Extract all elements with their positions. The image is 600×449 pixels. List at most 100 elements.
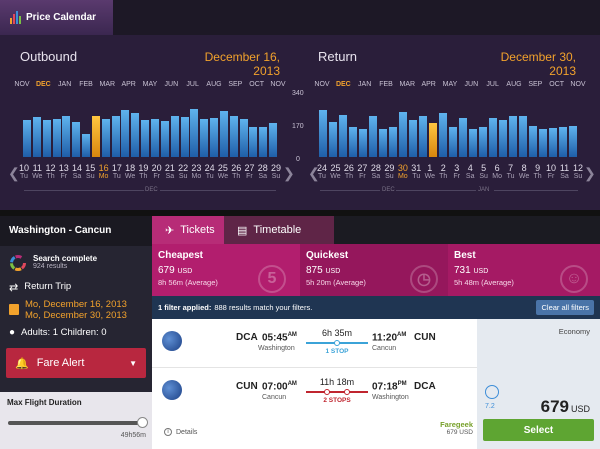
price-bar[interactable] (269, 122, 278, 157)
day-cell[interactable]: 24 Tu (203, 163, 217, 180)
day-cell[interactable]: 12 Th (44, 163, 58, 180)
month-label[interactable]: JUN (464, 81, 479, 88)
month-label[interactable]: NOV (14, 81, 30, 88)
price-bar[interactable] (429, 122, 437, 157)
day-cell[interactable]: 1 We (423, 163, 437, 180)
price-bar[interactable] (529, 126, 537, 157)
quickest-box[interactable]: Quickest 875 USD 5h 20m (Average) ◷ (300, 244, 448, 296)
month-label[interactable]: JUL (186, 81, 199, 88)
price-bar[interactable] (160, 120, 169, 157)
month-label[interactable]: OCT (249, 81, 265, 88)
day-cell[interactable]: 10 Tu (17, 163, 31, 180)
day-cell[interactable]: 5 Su (477, 163, 491, 180)
month-label[interactable]: JAN (58, 81, 72, 88)
day-cell[interactable]: 16 Mo (97, 163, 111, 180)
day-cell[interactable]: 4 Sa (463, 163, 477, 180)
day-cell[interactable]: 8 We (517, 163, 531, 180)
day-cell[interactable]: 3 Fr (450, 163, 464, 180)
select-button[interactable]: Select (483, 419, 594, 441)
return-next-arrow-icon[interactable]: ❯ (584, 165, 596, 181)
return-leg[interactable]: CUN 07:00AM Cancun 11h 18m 2 STOPS 07:18… (152, 367, 477, 415)
price-bar[interactable] (379, 128, 387, 157)
price-bar[interactable] (449, 127, 457, 157)
price-bar[interactable] (469, 128, 477, 157)
trip-dates-row[interactable]: Mo, December 16, 2013 Mo, December 30, 2… (0, 299, 152, 321)
price-bar[interactable] (219, 111, 228, 157)
price-bar[interactable] (369, 116, 377, 157)
day-cell[interactable]: 6 Mo (490, 163, 504, 180)
month-label[interactable]: SEP (228, 81, 243, 88)
month-label[interactable]: DEC (35, 81, 51, 88)
price-bar[interactable] (239, 119, 248, 157)
month-label[interactable]: MAR (99, 81, 116, 88)
price-bar[interactable] (349, 127, 357, 157)
price-bar[interactable] (101, 119, 110, 157)
month-label[interactable]: JUN (164, 81, 179, 88)
month-label[interactable]: FEB (379, 81, 393, 88)
outbound-prev-arrow-icon[interactable]: ❮ (8, 165, 20, 181)
tab-timetable[interactable]: ▤ Timetable (224, 216, 334, 244)
price-bar[interactable] (91, 115, 100, 157)
price-bar[interactable] (141, 119, 150, 157)
day-cell[interactable]: 25 We (216, 163, 230, 180)
day-cell[interactable]: 7 Tu (504, 163, 518, 180)
month-label[interactable]: MAY (442, 81, 458, 88)
price-bar[interactable] (210, 118, 219, 157)
month-label[interactable]: JAN (358, 81, 372, 88)
month-label[interactable]: MAR (399, 81, 416, 88)
day-cell[interactable]: 26 Th (229, 163, 243, 180)
price-bar[interactable] (399, 112, 407, 157)
price-bar[interactable] (249, 127, 258, 157)
price-bar[interactable] (389, 127, 397, 157)
cheapest-box[interactable]: Cheapest 679 USD 8h 56m (Average) 5 (152, 244, 300, 296)
best-box[interactable]: Best 731 USD 5h 48m (Average) ☺ (448, 244, 600, 296)
max-duration-slider[interactable] (8, 417, 148, 428)
month-label[interactable]: APR (421, 81, 436, 88)
day-cell[interactable]: 28 Sa (369, 163, 383, 180)
price-bar[interactable] (170, 115, 179, 157)
day-cell[interactable]: 11 We (30, 163, 44, 180)
price-bar[interactable] (23, 119, 31, 157)
day-cell[interactable]: 24 Tu (315, 163, 329, 180)
day-cell[interactable]: 14 Sa (70, 163, 84, 180)
price-bar[interactable] (519, 115, 527, 157)
day-cell[interactable]: 31 Tu (409, 163, 423, 180)
month-label[interactable]: DEC (335, 81, 351, 88)
month-label[interactable]: JUL (486, 81, 499, 88)
price-bar[interactable] (539, 128, 547, 157)
outbound-next-arrow-icon[interactable]: ❯ (283, 165, 295, 181)
price-bar[interactable] (82, 134, 91, 157)
price-bar[interactable] (62, 116, 71, 157)
month-label[interactable]: AUG (506, 81, 522, 88)
price-bar[interactable] (569, 126, 577, 157)
price-bar[interactable] (111, 116, 120, 157)
slider-handle[interactable] (137, 417, 148, 428)
price-bar[interactable] (200, 119, 209, 157)
day-cell[interactable]: 10 Fr (544, 163, 558, 180)
price-bar[interactable] (549, 127, 557, 157)
day-cell[interactable]: 13 Fr (57, 163, 71, 180)
day-cell[interactable]: 19 Th (136, 163, 150, 180)
day-cell[interactable]: 17 Tu (110, 163, 124, 180)
day-cell[interactable]: 23 Mo (189, 163, 203, 180)
price-bar[interactable] (151, 119, 159, 157)
month-label[interactable]: SEP (528, 81, 543, 88)
day-cell[interactable]: 29 Su (269, 163, 283, 180)
day-cell[interactable]: 9 Th (531, 163, 545, 180)
price-bar[interactable] (190, 109, 199, 157)
price-bar[interactable] (419, 116, 427, 157)
price-bar[interactable] (329, 121, 337, 157)
price-bar[interactable] (131, 112, 140, 157)
month-label[interactable]: FEB (79, 81, 93, 88)
day-cell[interactable]: 28 Sa (256, 163, 270, 180)
day-cell[interactable]: 29 Su (382, 163, 396, 180)
price-bar[interactable] (509, 116, 517, 157)
day-cell[interactable]: 18 We (123, 163, 137, 180)
day-cell[interactable]: 20 Fr (150, 163, 164, 180)
price-bar[interactable] (32, 117, 41, 157)
price-bar[interactable] (489, 118, 497, 157)
day-cell[interactable]: 27 Fr (355, 163, 369, 180)
day-cell[interactable]: 27 Fr (242, 163, 256, 180)
price-bar[interactable] (42, 119, 51, 157)
price-bar[interactable] (229, 116, 238, 157)
